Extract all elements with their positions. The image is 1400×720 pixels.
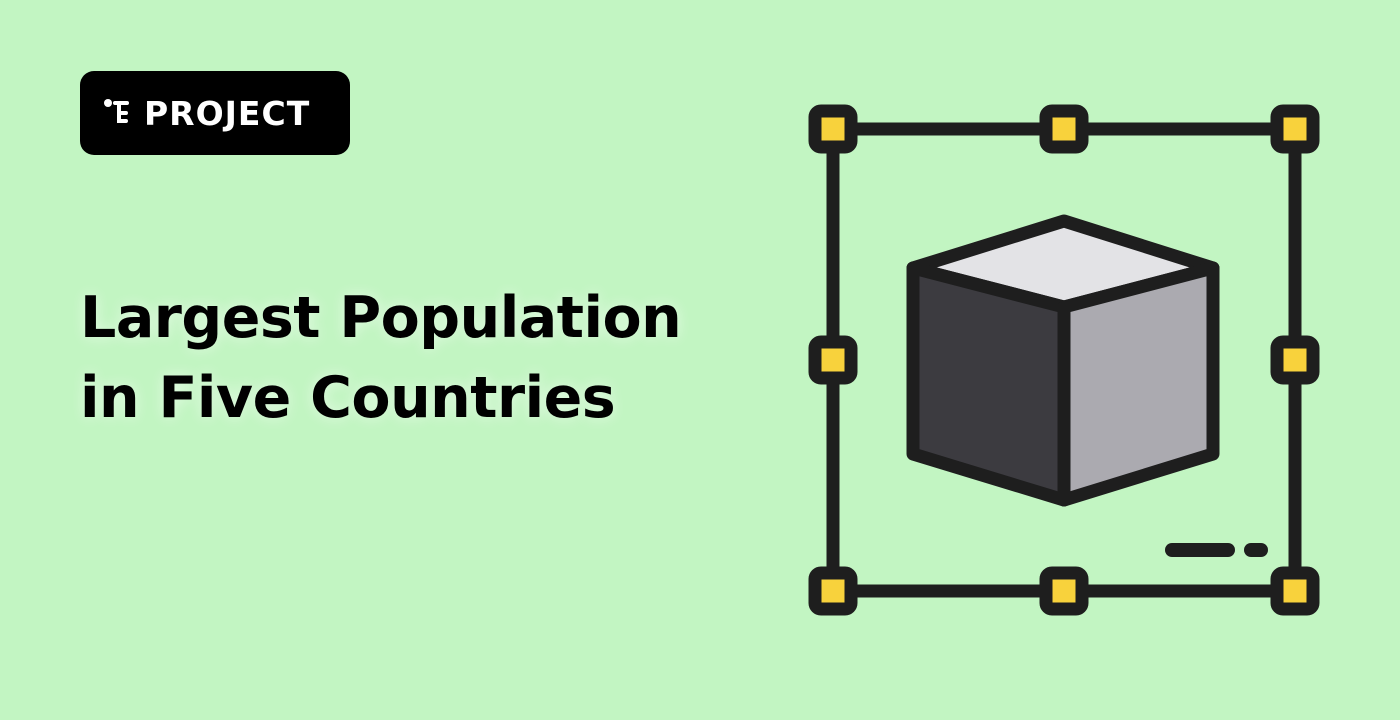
handle-bottom-right (1270, 566, 1320, 616)
title-line-2: in Five Countries (80, 365, 616, 431)
handle-top-right (1270, 104, 1320, 154)
project-badge: PROJECT (80, 71, 350, 155)
selection-handles (808, 104, 1320, 616)
title-line-1: Largest Population (80, 285, 682, 351)
page-title: Largest Population in Five Countries (80, 278, 780, 438)
handle-middle-right (1270, 335, 1320, 385)
handle-bottom-left (808, 566, 858, 616)
3d-cube-selection-icon (800, 96, 1328, 624)
project-tree-icon (102, 96, 136, 130)
badge-label: PROJECT (144, 93, 311, 133)
handle-middle-left (808, 335, 858, 385)
handle-top-left (808, 104, 858, 154)
handle-top-center (1039, 104, 1089, 154)
handle-bottom-center (1039, 566, 1089, 616)
cube-icon (906, 214, 1220, 507)
